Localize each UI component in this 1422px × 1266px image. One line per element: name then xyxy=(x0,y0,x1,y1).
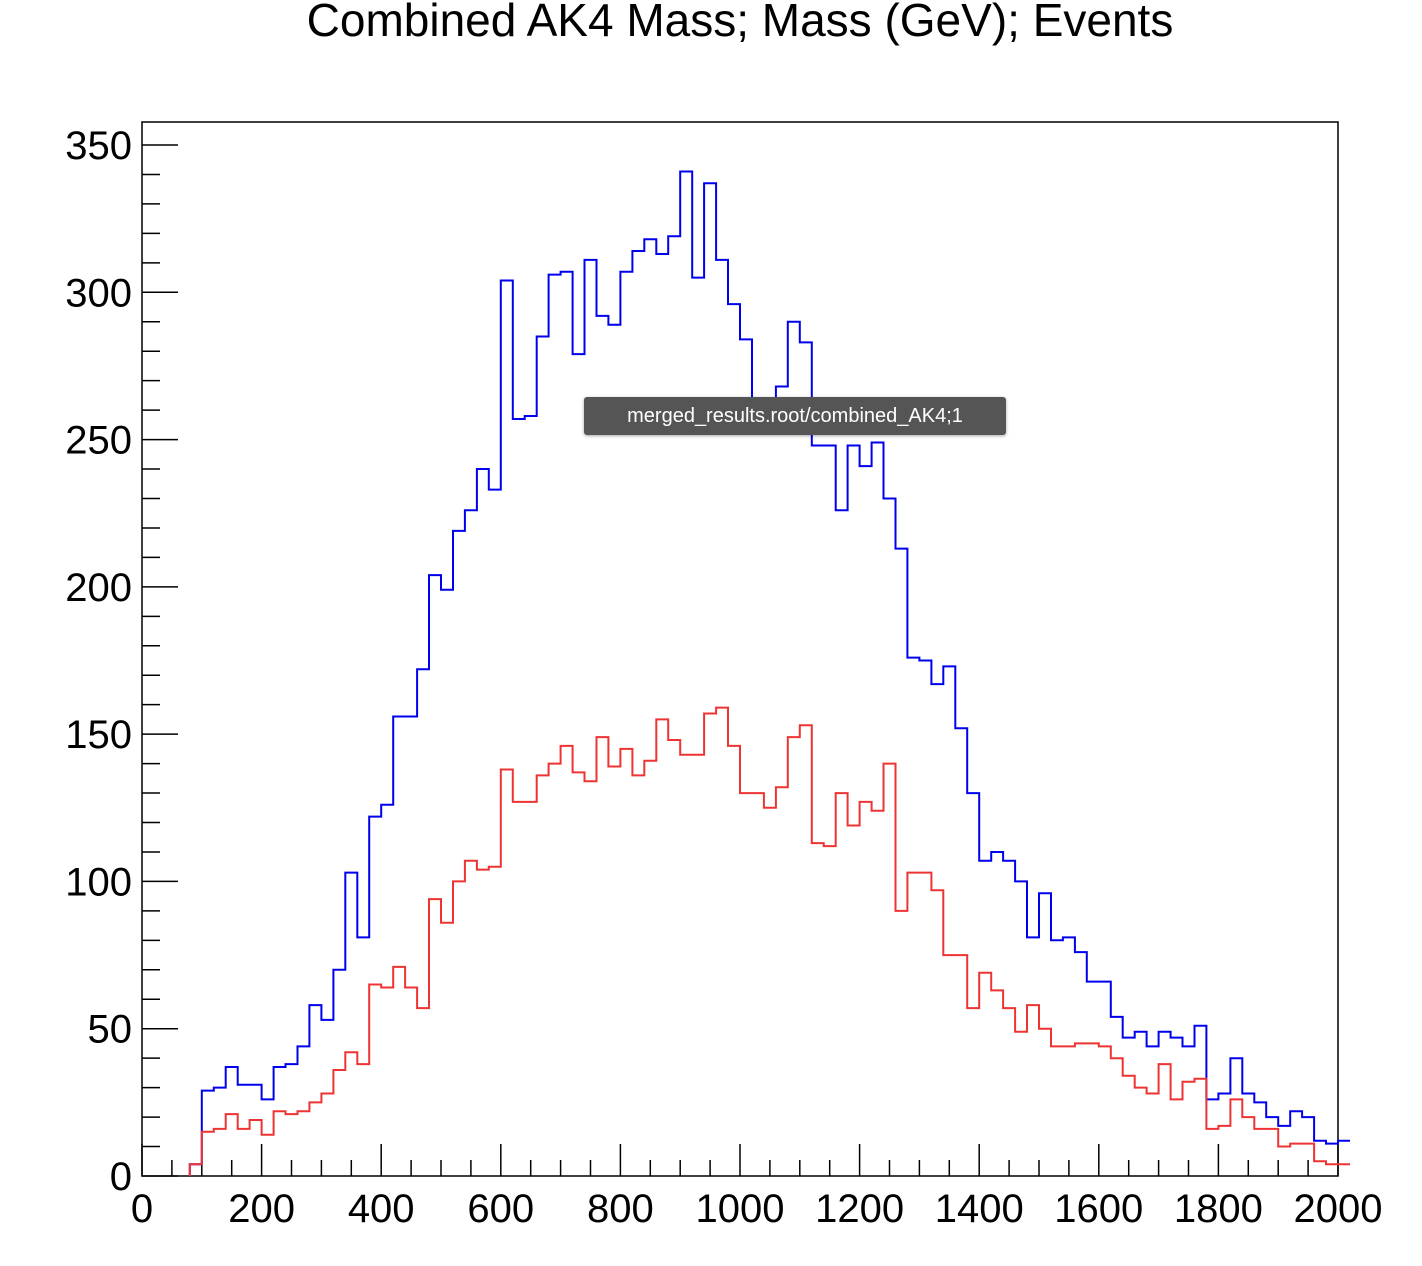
y-tick-label: 50 xyxy=(88,1008,133,1052)
y-tick-label: 350 xyxy=(65,124,132,168)
series-layer xyxy=(188,170,1350,1176)
y-tick-label: 150 xyxy=(65,713,132,757)
histogram-series-2 xyxy=(188,706,1350,1176)
x-tick-label: 1000 xyxy=(696,1187,785,1231)
y-tick-label: 100 xyxy=(65,860,132,904)
chart-title: Combined AK4 Mass; Mass (GeV); Events xyxy=(307,0,1174,46)
x-tick-label: 0 xyxy=(131,1187,153,1231)
y-tick-label: 250 xyxy=(65,419,132,463)
y-tick-label: 300 xyxy=(65,271,132,315)
object-tooltip: merged_results.root/combined_AK4;1 xyxy=(584,397,1006,435)
x-tick-label: 1200 xyxy=(815,1187,904,1231)
x-tick-label: 1400 xyxy=(935,1187,1024,1231)
x-tick-label: 1600 xyxy=(1054,1187,1143,1231)
y-tick-label: 200 xyxy=(65,566,132,610)
x-tick-label: 1800 xyxy=(1174,1187,1263,1231)
x-axis: 0 200 400 600 800 1000 1200 1400 1600 1800 2000 xyxy=(131,1144,1383,1231)
x-tick-label: 600 xyxy=(467,1187,534,1231)
x-tick-label: 2000 xyxy=(1294,1187,1383,1231)
y-tick-label: 0 xyxy=(110,1155,132,1199)
x-tick-label: 400 xyxy=(348,1187,415,1231)
y-axis: 0 50 100 150 200 250 300 350 xyxy=(65,124,178,1199)
x-tick-label: 800 xyxy=(587,1187,654,1231)
x-tick-label: 200 xyxy=(228,1187,295,1231)
histogram-series-1 xyxy=(188,170,1350,1176)
